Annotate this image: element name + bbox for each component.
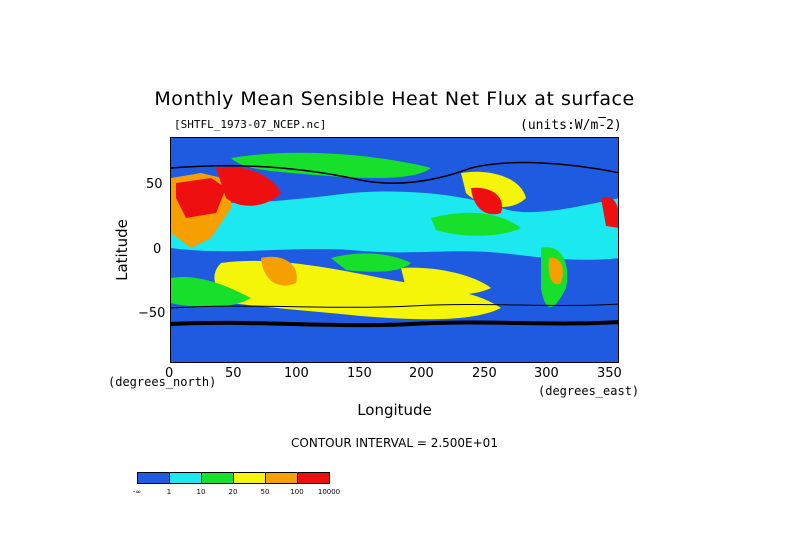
australia [261,256,297,286]
colorbar-swatch [233,472,266,484]
colorbar-label: 20 [228,488,238,496]
europe-red [601,197,618,228]
indian-yellow [401,267,491,295]
colorbar-swatch [169,472,202,484]
colorbar-swatch [265,472,298,484]
colorbar-swatch [201,472,234,484]
map-plot [170,137,619,363]
colorbar [137,472,330,484]
map-title: Monthly Mean Sensible Heat Net Flux at s… [154,88,635,110]
southern-green [171,277,251,307]
x-tick-label: 300 [534,366,559,381]
antarctica-band [171,324,618,362]
asia-red [216,166,281,206]
colorbar-label: -∞ [132,488,142,496]
x-units-label: (degrees_east) [538,384,640,398]
colorbar-label: 10 [196,488,206,496]
x-tick-label: 350 [597,366,622,381]
y-axis-label: Latitude [113,219,131,281]
x-tick-label: 250 [472,366,497,381]
southern-ocean-line [171,320,618,328]
eurasia-green [231,152,431,178]
colorbar-swatch [137,472,170,484]
x-tick-label: 200 [409,366,434,381]
x-axis-label: Longitude [357,401,432,419]
colorbar-swatch [297,472,330,484]
file-label: [SHTFL_1973-07_NCEP.nc] [174,118,327,131]
colorbar-label: 50 [260,488,270,496]
south-america-orange [548,257,563,285]
pacific-green [431,212,521,236]
green-patches [331,253,411,272]
sahara-red [176,178,226,218]
contour-interval: CONTOUR INTERVAL = 2.500E+01 [291,436,498,450]
x-tick-label: 150 [347,366,372,381]
colorbar-label: 1 [166,488,172,496]
x-tick-label: 100 [284,366,309,381]
y-tick-label: 50 [146,177,163,192]
x-tick-label: 0 [165,366,174,381]
tropical-band [171,191,618,260]
colorbar-label: 100 [290,488,304,496]
y-units-label: (degrees_north) [108,375,217,389]
y-tick-label: −50 [138,306,166,321]
coastline [171,161,618,184]
y-tick-label: 0 [153,242,162,257]
coastline [171,303,618,309]
north-america-red [471,187,502,215]
units-label: (units:W/m-2) [520,118,622,133]
colorbar-label: 10000 [317,488,341,496]
x-tick-label: 50 [225,366,242,381]
